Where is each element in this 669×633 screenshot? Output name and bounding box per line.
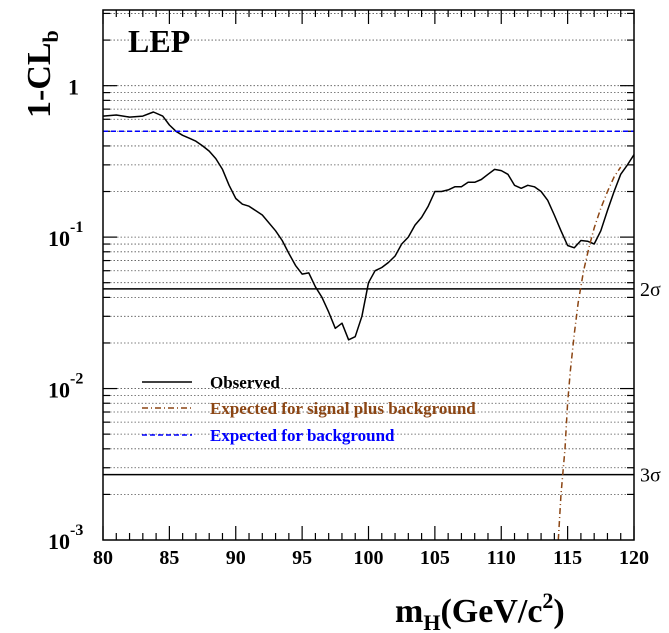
- y-tick-label: 10-3: [48, 522, 83, 554]
- grid: [103, 12, 634, 496]
- x-axis-label: mH(GeV/c2): [395, 588, 565, 633]
- x-tick-label: 100: [354, 547, 384, 569]
- legend-label-background: Expected for background: [210, 426, 395, 445]
- y-tick-label: 10-1: [48, 219, 83, 251]
- x-tick-label: 105: [420, 547, 450, 569]
- y-tick-label: 1: [68, 75, 79, 100]
- series: [102, 111, 635, 541]
- legend: Observed Expected for signal plus backgr…: [142, 373, 476, 445]
- x-tick-label: 95: [292, 547, 312, 569]
- x-tick-label: 90: [226, 547, 246, 569]
- x-tick-label: 115: [553, 547, 582, 569]
- x-tick-label: 85: [159, 547, 179, 569]
- y-tick-label: 10-2: [48, 371, 83, 403]
- y-axis-label: 1-CLb: [21, 30, 63, 118]
- x-tick-label: 80: [93, 547, 113, 569]
- y-axis-ticks: 1 10-1 10-2 10-3: [48, 75, 83, 554]
- legend-label-signal: Expected for signal plus background: [210, 399, 476, 418]
- sigma-label-0: 2σ: [640, 279, 661, 301]
- plot-frame: [102, 9, 635, 541]
- chart-title: LEP: [128, 23, 190, 59]
- x-tick-label: 110: [487, 547, 516, 569]
- series-line-0: [102, 111, 635, 341]
- x-tick-label: 120: [619, 547, 649, 569]
- series-line-1: [557, 166, 622, 541]
- legend-label-observed: Observed: [210, 373, 280, 392]
- sigma-lines: 2σ 3σ: [103, 279, 661, 487]
- sigma-label-1: 3σ: [640, 465, 661, 487]
- x-axis-ticks: 80 85 90 95 100 105 110 115 120: [93, 10, 649, 569]
